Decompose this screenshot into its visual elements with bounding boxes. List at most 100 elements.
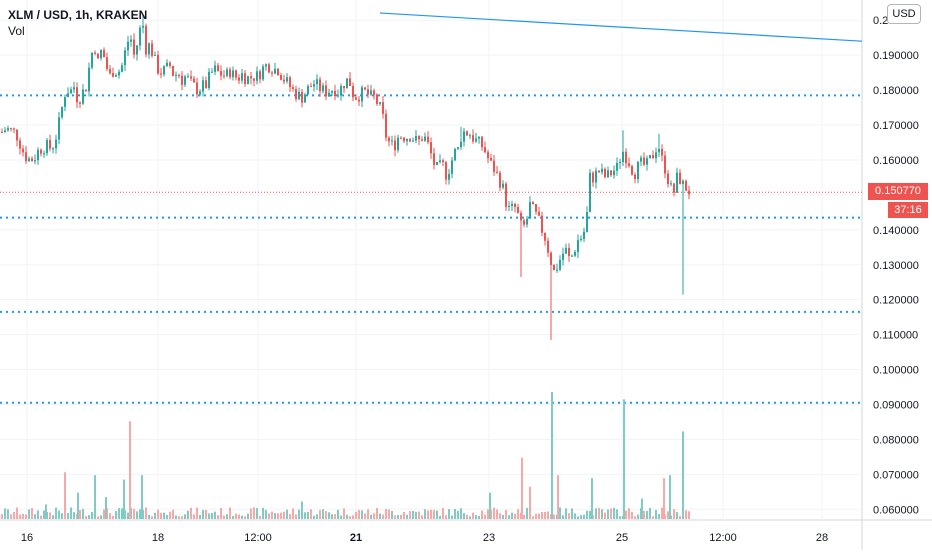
volume-bar: [169, 511, 171, 519]
candle-body: [490, 158, 492, 161]
volume-bar: [109, 513, 111, 519]
y-tick-label: 0.070000: [873, 469, 919, 481]
volume-bar: [19, 514, 21, 519]
volume-bar: [673, 508, 675, 519]
volume-bar: [295, 514, 297, 519]
candle-body: [88, 67, 90, 92]
candle-body: [154, 54, 156, 56]
candle-body: [166, 62, 168, 67]
volume-bar: [316, 514, 318, 519]
volume-bar: [646, 511, 648, 519]
candle-body: [94, 52, 96, 54]
volume-bar: [676, 512, 678, 519]
volume-bar: [472, 512, 474, 519]
candle-body: [259, 71, 261, 80]
y-tick-label: 0.160000: [873, 155, 919, 167]
volume-bar: [418, 511, 420, 519]
volume-bar: [280, 512, 282, 519]
candle-body: [526, 218, 528, 225]
volume-bar: [551, 391, 553, 519]
candle-body: [328, 92, 330, 97]
volume-bar: [557, 475, 559, 519]
volume-bar: [307, 511, 309, 519]
candle-body: [205, 80, 207, 88]
volume-bar: [568, 513, 570, 519]
candle-body: [619, 161, 621, 163]
volume-bar: [310, 509, 312, 519]
volume-bar: [343, 508, 345, 519]
volume-bar: [541, 511, 543, 519]
volume-bar: [301, 501, 303, 519]
candle-body: [316, 79, 318, 85]
volume-bar: [229, 507, 231, 519]
volume-bar: [163, 512, 165, 519]
candle-body: [358, 99, 360, 102]
currency-badge[interactable]: USD: [887, 4, 921, 24]
candle-body: [508, 205, 510, 207]
candle-body: [28, 158, 30, 162]
volume-bar: [322, 509, 324, 519]
candle-body: [580, 238, 582, 241]
candle-body: [664, 155, 666, 174]
candle-body: [667, 173, 669, 185]
candle-body: [556, 269, 558, 271]
candle-body: [436, 162, 438, 165]
volume-bar: [175, 515, 177, 519]
x-tick-label: 12:00: [244, 532, 272, 544]
candle-body: [529, 202, 531, 219]
candle-body: [250, 76, 252, 79]
volume-bar: [325, 511, 327, 519]
candle-body: [76, 87, 78, 103]
volume-bar: [139, 509, 141, 519]
candle-body: [55, 139, 57, 149]
candle-body: [67, 93, 69, 98]
candle-body: [52, 148, 54, 150]
candle-body: [163, 66, 165, 75]
candle-body: [274, 68, 276, 74]
volume-bar: [211, 512, 213, 519]
volume-bar: [289, 514, 291, 519]
volume-bar: [223, 515, 225, 519]
volume-bar: [652, 516, 654, 519]
candle-body: [535, 203, 537, 212]
volume-bar: [97, 516, 99, 519]
volume-bar: [34, 514, 36, 519]
y-tick-label: 0.100000: [873, 365, 919, 377]
candle-body: [145, 25, 147, 55]
candle-body: [574, 252, 576, 256]
volume-bar: [79, 510, 81, 519]
candle-body: [502, 183, 504, 188]
volume-bar: [649, 507, 651, 519]
volume-bar: [49, 512, 51, 519]
volume-bar: [370, 514, 372, 519]
candle-body: [523, 220, 525, 225]
volume-bar: [505, 509, 507, 519]
volume-bar: [88, 515, 90, 519]
volume-bar: [292, 508, 294, 519]
volume-bar: [1, 514, 3, 519]
candle-body: [4, 130, 6, 133]
candle-body: [442, 160, 444, 163]
volume-bar: [196, 507, 198, 519]
volume-bar: [583, 514, 585, 519]
candle-body: [106, 57, 108, 69]
candle-body: [310, 86, 312, 88]
volume-bar: [253, 507, 255, 519]
volume-bar: [682, 431, 684, 519]
volume-bar: [145, 507, 147, 519]
candle-body: [616, 162, 618, 171]
volume-bar: [469, 516, 471, 519]
volume-bar: [151, 516, 153, 519]
candle-body: [157, 54, 159, 74]
volume-bar: [508, 515, 510, 519]
volume-bar: [631, 511, 633, 519]
candle-body: [457, 147, 459, 149]
candle-body: [634, 174, 636, 180]
candle-body: [397, 137, 399, 151]
y-tick-label: 0.190000: [873, 50, 919, 62]
candle-body: [412, 140, 414, 142]
candle-body: [544, 232, 546, 241]
candle-body: [226, 69, 228, 76]
